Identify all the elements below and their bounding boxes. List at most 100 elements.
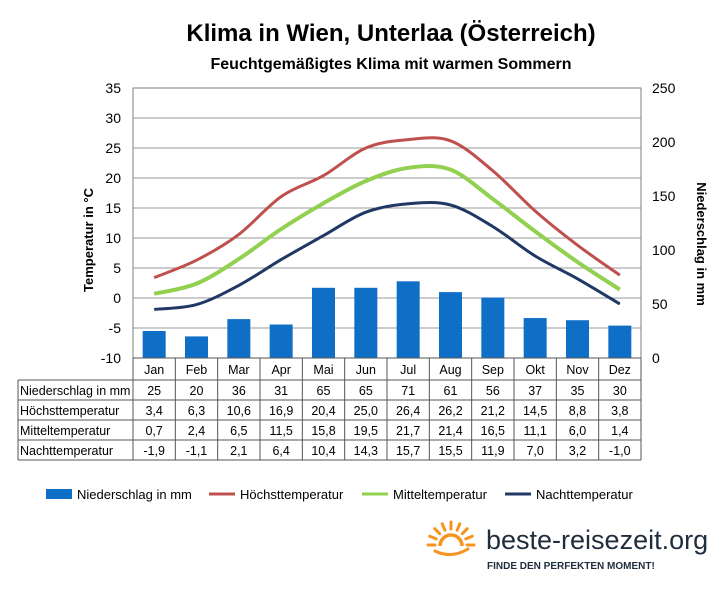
table-cell: 14,5 bbox=[523, 404, 547, 418]
x-tick-label: Jul bbox=[400, 363, 416, 377]
precipitation-bar bbox=[566, 320, 589, 358]
table-cell: 20,4 bbox=[311, 404, 335, 418]
table-cell: 71 bbox=[401, 384, 415, 398]
right-axis-ticks: 250 200 150 100 50 0 bbox=[652, 80, 676, 366]
legend-label: Nachttemperatur bbox=[536, 487, 633, 502]
table-cell: 16,5 bbox=[481, 424, 505, 438]
y-tick-label: 15 bbox=[105, 200, 121, 216]
table-cell: 11,9 bbox=[481, 444, 504, 458]
y-tick-label: -10 bbox=[101, 350, 121, 366]
table-cell: 6,0 bbox=[569, 424, 586, 438]
legend-swatch bbox=[46, 489, 72, 499]
y-tick-label: 0 bbox=[113, 290, 121, 306]
y-tick-label: 10 bbox=[105, 230, 121, 246]
y2-tick-label: 0 bbox=[652, 350, 660, 366]
y-tick-label: 5 bbox=[113, 260, 121, 276]
y-tick-label: -5 bbox=[109, 320, 122, 336]
legend-label: Höchsttemperatur bbox=[240, 487, 344, 502]
table-row-label: Niederschlag in mm bbox=[20, 384, 130, 398]
line-mitteltemperatur bbox=[153, 164, 621, 296]
table-cell: 19,5 bbox=[354, 424, 378, 438]
table-cell: 21,7 bbox=[396, 424, 420, 438]
precipitation-bar bbox=[227, 319, 251, 358]
line-nachttemperatur bbox=[153, 201, 621, 311]
x-tick-label: Okt bbox=[525, 363, 545, 377]
table-cell: 11,1 bbox=[523, 424, 546, 438]
sun-icon bbox=[426, 520, 476, 556]
table-cell: 65 bbox=[359, 384, 373, 398]
table-cell: 2,4 bbox=[188, 424, 205, 438]
brand-name: beste-reisezeit.org bbox=[486, 525, 708, 555]
sun-ray bbox=[440, 522, 447, 532]
table-cell: 10,4 bbox=[311, 444, 335, 458]
table-cell: 26,2 bbox=[438, 404, 462, 418]
sun-ray bbox=[455, 522, 462, 532]
y-tick-label: 25 bbox=[105, 140, 121, 156]
x-tick-label: Mar bbox=[228, 363, 250, 377]
legend: Niederschlag in mm Höchsttemperatur Mittel… bbox=[46, 487, 633, 502]
table-cell: -1,9 bbox=[143, 444, 165, 458]
y2-tick-label: 200 bbox=[652, 134, 676, 150]
precipitation-bar bbox=[312, 287, 335, 358]
table-cell: 65 bbox=[317, 384, 331, 398]
table-cell: 15,7 bbox=[396, 444, 420, 458]
table-cell: 15,5 bbox=[438, 444, 462, 458]
plot-area bbox=[132, 87, 642, 359]
left-axis-ticks: 35 30 25 20 15 10 5 0 -5 -10 bbox=[101, 80, 121, 366]
table-row-label: Mitteltemperatur bbox=[20, 424, 110, 438]
y2-tick-label: 250 bbox=[652, 80, 676, 96]
table-cell: 1,4 bbox=[611, 424, 628, 438]
table-cell: 0,7 bbox=[145, 424, 162, 438]
table-row-label: Nachttemperatur bbox=[20, 444, 113, 458]
table-cell: 11,5 bbox=[269, 424, 292, 438]
table-cell: 10,6 bbox=[227, 404, 251, 418]
table-cell: 56 bbox=[486, 384, 500, 398]
y-tick-label: 35 bbox=[105, 80, 121, 96]
precipitation-bar bbox=[481, 297, 505, 358]
temperature-lines bbox=[153, 136, 621, 311]
sun-ray bbox=[464, 534, 474, 541]
x-tick-label: Aug bbox=[439, 363, 461, 377]
table-cell: 8,8 bbox=[569, 404, 586, 418]
y-tick-label: 20 bbox=[105, 170, 121, 186]
table-cell: 15,8 bbox=[311, 424, 335, 438]
legend-label: Mitteltemperatur bbox=[393, 487, 488, 502]
table-cell: -1,0 bbox=[609, 444, 631, 458]
table-cell: 35 bbox=[571, 384, 585, 398]
precipitation-bar bbox=[185, 336, 208, 358]
legend-label: Niederschlag in mm bbox=[77, 487, 192, 502]
table-cell: 25,0 bbox=[354, 404, 378, 418]
x-tick-label: Dez bbox=[609, 363, 631, 377]
grid bbox=[132, 87, 642, 359]
right-axis-label: Niederschlag in mm bbox=[694, 182, 709, 306]
line-h-chsttemperatur bbox=[153, 136, 621, 279]
table-cell: 3,2 bbox=[569, 444, 586, 458]
table-cell: 20 bbox=[190, 384, 204, 398]
table-cell: 21,2 bbox=[481, 404, 505, 418]
left-axis-label: Temperatur in °C bbox=[81, 187, 96, 292]
precipitation-bar bbox=[354, 287, 378, 358]
table-cell: 26,4 bbox=[396, 404, 420, 418]
y2-tick-label: 50 bbox=[652, 296, 668, 312]
precipitation-bar bbox=[396, 281, 420, 358]
x-tick-label: Mai bbox=[313, 363, 333, 377]
table-cell: 6,4 bbox=[272, 444, 289, 458]
table-cell: 36 bbox=[232, 384, 246, 398]
brand-tagline: FINDE DEN PERFEKTEN MOMENT! bbox=[487, 561, 655, 572]
table-cell: 25 bbox=[147, 384, 161, 398]
y2-tick-label: 150 bbox=[652, 188, 676, 204]
table-cell: 30 bbox=[613, 384, 627, 398]
precipitation-bars bbox=[142, 281, 632, 358]
x-tick-label: Jan bbox=[144, 363, 164, 377]
table-cell: 7,0 bbox=[526, 444, 543, 458]
x-tick-label: Feb bbox=[186, 363, 208, 377]
table-cell: -1,1 bbox=[186, 444, 208, 458]
x-tick-label: Jun bbox=[356, 363, 376, 377]
table-cell: 2,1 bbox=[230, 444, 247, 458]
sun-ray bbox=[460, 527, 469, 536]
data-table: Jan Feb Mar Apr Mai Jun Jul Aug Sep Okt Nov Dez Nied… bbox=[17, 357, 642, 461]
table-row-label: Höchsttemperatur bbox=[20, 404, 119, 418]
table-cell: 6,3 bbox=[188, 404, 205, 418]
table-cell: 31 bbox=[274, 384, 288, 398]
table-cell: 3,8 bbox=[611, 404, 628, 418]
